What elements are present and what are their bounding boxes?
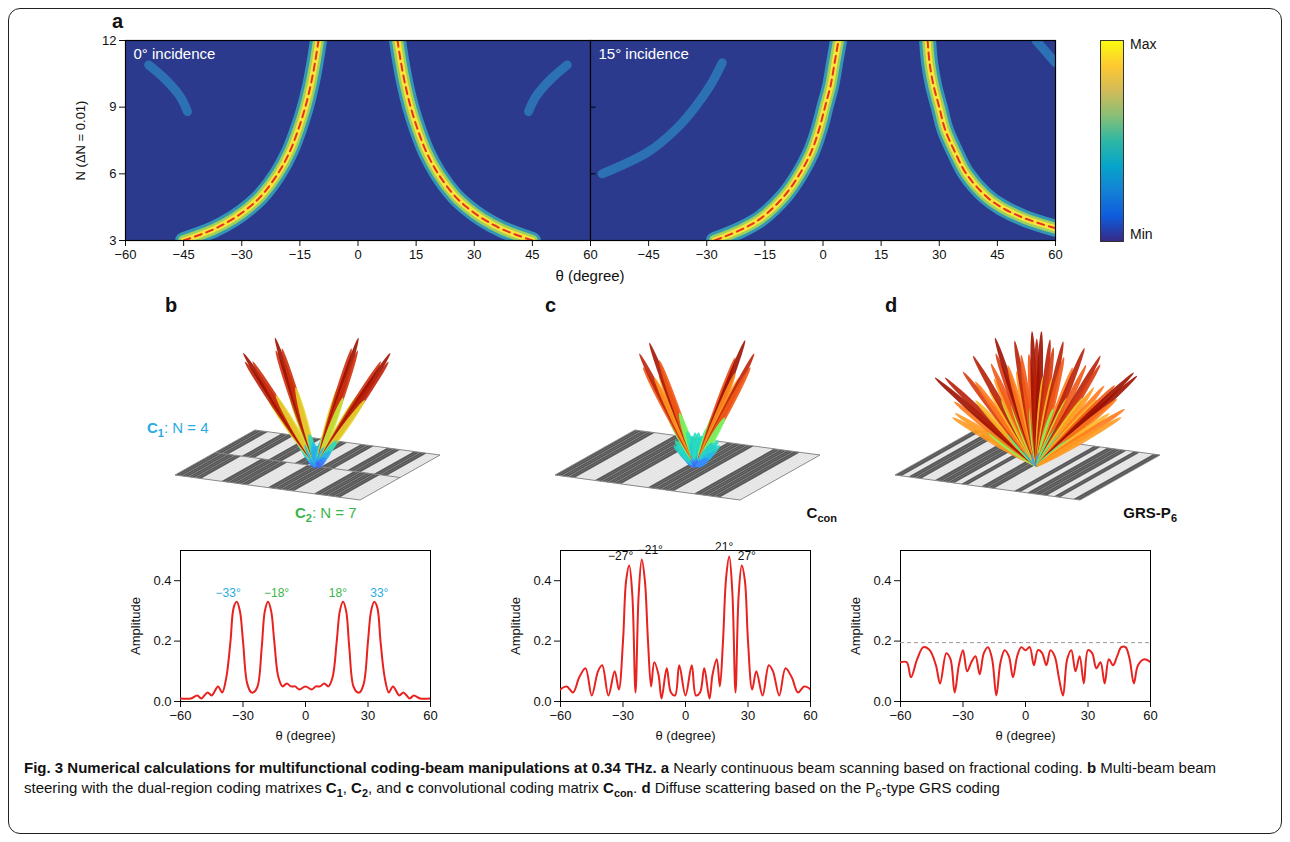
- svg-text:−30: −30: [952, 708, 974, 723]
- svg-text:0.4: 0.4: [533, 573, 551, 588]
- html-text:d: d: [885, 294, 898, 316]
- html-text:Max: Max: [1130, 36, 1157, 52]
- svg-text:−18°: −18°: [264, 586, 289, 600]
- svg-text:C1: N = 4: C1: N = 4: [147, 419, 209, 439]
- svg-text:30: 30: [1081, 708, 1095, 723]
- svg-text:−60: −60: [114, 247, 136, 262]
- svg-text:GRS-P6: GRS-P6: [1123, 504, 1177, 524]
- svg-text:−45: −45: [173, 247, 195, 262]
- svg-text:Ccon: Ccon: [807, 504, 838, 524]
- svg-text:0: 0: [682, 708, 689, 723]
- svg-text:0: 0: [302, 708, 309, 723]
- svg-text:30: 30: [467, 247, 481, 262]
- svg-text:Amplitude: Amplitude: [128, 597, 143, 655]
- svg-text:C2: N = 7: C2: N = 7: [295, 504, 357, 524]
- svg-text:27°: 27°: [738, 549, 756, 563]
- svg-text:θ (degree): θ (degree): [996, 728, 1056, 743]
- svg-text:30: 30: [741, 708, 755, 723]
- svg-text:−33°: −33°: [216, 586, 241, 600]
- html-text:Fig. 3 Numerical calculations: Fig. 3 Numerical calculations for multif…: [24, 759, 1217, 799]
- svg-text:21°: 21°: [715, 540, 733, 554]
- svg-text:N (ΔN = 0.01): N (ΔN = 0.01): [73, 101, 88, 181]
- svg-text:30: 30: [361, 708, 375, 723]
- svg-text:0.2: 0.2: [153, 633, 171, 648]
- svg-text:9: 9: [109, 99, 116, 114]
- svg-text:60: 60: [583, 247, 597, 262]
- svg-text:33°: 33°: [370, 586, 388, 600]
- svg-text:θ (degree): θ (degree): [276, 728, 336, 743]
- svg-text:15° incidence: 15° incidence: [599, 45, 689, 62]
- svg-text:−27°: −27°: [608, 549, 633, 563]
- svg-text:15: 15: [874, 247, 888, 262]
- svg-text:−60: −60: [169, 708, 191, 723]
- svg-text:−60: −60: [549, 708, 571, 723]
- html-text:Min: Min: [1130, 226, 1153, 242]
- svg-text:0: 0: [354, 247, 361, 262]
- svg-text:0: 0: [819, 247, 826, 262]
- html-text:b: b: [165, 294, 178, 316]
- svg-text:−30: −30: [612, 708, 634, 723]
- svg-text:0: 0: [1022, 708, 1029, 723]
- svg-text:15: 15: [409, 247, 423, 262]
- svg-text:−15: −15: [289, 247, 311, 262]
- svg-text:−15: −15: [754, 247, 776, 262]
- svg-text:0.4: 0.4: [873, 573, 891, 588]
- svg-text:30: 30: [932, 247, 946, 262]
- svg-text:45: 45: [525, 247, 539, 262]
- svg-text:−21°: −21°: [638, 543, 663, 557]
- svg-text:60: 60: [423, 708, 437, 723]
- svg-text:−45: −45: [638, 247, 660, 262]
- html-text:c: c: [545, 294, 557, 316]
- svg-text:−60: −60: [889, 708, 911, 723]
- svg-text:45: 45: [990, 247, 1004, 262]
- svg-text:0.0: 0.0: [873, 694, 891, 709]
- svg-text:−30: −30: [231, 247, 253, 262]
- svg-text:0.2: 0.2: [873, 633, 891, 648]
- svg-text:Amplitude: Amplitude: [848, 597, 863, 655]
- svg-text:3: 3: [109, 233, 116, 248]
- svg-text:θ (degree): θ (degree): [656, 728, 716, 743]
- svg-text:0.2: 0.2: [533, 633, 551, 648]
- svg-text:−30: −30: [696, 247, 718, 262]
- svg-text:12: 12: [102, 33, 116, 48]
- svg-text:0° incidence: 0° incidence: [134, 45, 216, 62]
- html-text:a: a: [112, 10, 124, 32]
- svg-text:0.0: 0.0: [533, 694, 551, 709]
- svg-text:−30: −30: [232, 708, 254, 723]
- svg-text:0.0: 0.0: [153, 694, 171, 709]
- svg-text:18°: 18°: [329, 586, 347, 600]
- svg-text:Amplitude: Amplitude: [508, 597, 523, 655]
- svg-text:60: 60: [1048, 247, 1062, 262]
- svg-text:0.4: 0.4: [153, 573, 171, 588]
- svg-text:60: 60: [1143, 708, 1157, 723]
- svg-text:60: 60: [803, 708, 817, 723]
- svg-text:6: 6: [109, 166, 116, 181]
- html-text:θ (degree): θ (degree): [555, 267, 625, 284]
